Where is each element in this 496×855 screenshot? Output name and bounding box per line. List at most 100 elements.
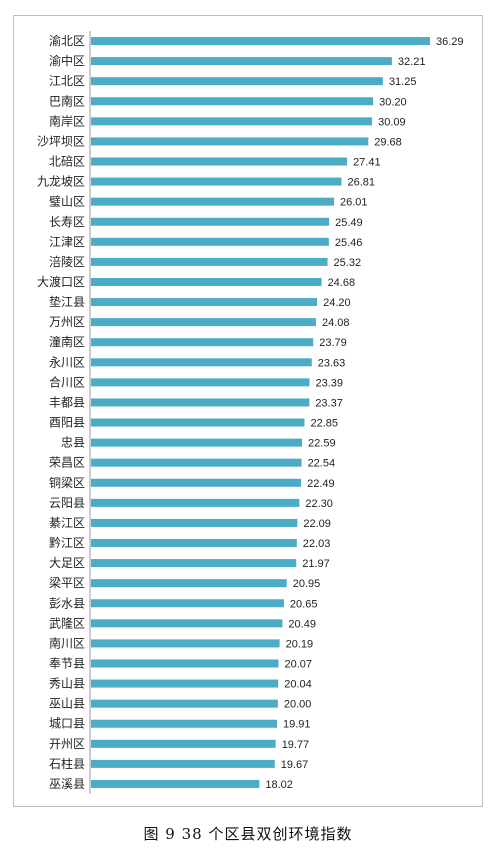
category-label: 合川区 <box>49 374 85 389</box>
value-label: 29.68 <box>374 136 402 148</box>
category-label: 荣昌区 <box>49 456 85 470</box>
value-label: 22.30 <box>305 498 333 510</box>
category-label: 城口县 <box>49 717 85 731</box>
bar <box>91 759 275 768</box>
category-label: 丰都县 <box>49 395 85 409</box>
category-label: 江津区 <box>49 235 85 249</box>
bar <box>91 157 348 166</box>
category-label: 巴南区 <box>49 93 85 108</box>
bar <box>91 77 383 86</box>
bar <box>91 639 280 648</box>
value-label: 20.65 <box>290 598 318 610</box>
bar <box>91 338 314 347</box>
category-label: 渝中区 <box>49 53 85 68</box>
value-label: 20.19 <box>286 638 314 650</box>
value-label: 25.46 <box>335 237 363 249</box>
bar-chart: 渝北区 36.29 渝中区 32.21 江北区 31.25 巴南区 30.20 南岸区 30.09… <box>37 31 464 794</box>
value-label: 20.00 <box>284 699 312 711</box>
bar <box>91 137 369 146</box>
bar <box>91 217 330 226</box>
value-label: 30.20 <box>379 96 407 108</box>
category-label: 南岸区 <box>49 113 85 128</box>
bar <box>91 277 322 286</box>
value-label: 23.39 <box>316 377 344 389</box>
bar <box>91 779 260 788</box>
value-label: 22.03 <box>303 538 331 550</box>
value-label: 19.77 <box>282 739 310 751</box>
value-label: 24.08 <box>322 317 350 329</box>
value-label: 24.20 <box>323 297 351 309</box>
value-label: 19.91 <box>283 719 311 731</box>
value-label: 25.32 <box>334 257 362 269</box>
value-label: 25.49 <box>335 217 363 229</box>
category-label: 彭水县 <box>49 596 85 610</box>
bar <box>91 177 342 186</box>
bar <box>91 57 392 66</box>
category-label: 南川区 <box>49 635 85 650</box>
bar <box>91 498 300 507</box>
category-label: 九龙坡区 <box>37 175 85 189</box>
bar <box>91 458 302 467</box>
value-label: 27.41 <box>353 157 381 169</box>
category-label: 潼南区 <box>49 334 85 349</box>
value-label: 30.09 <box>378 116 406 128</box>
category-label: 石柱县 <box>49 756 85 771</box>
value-label: 31.25 <box>389 76 417 88</box>
category-label: 涪陵区 <box>49 254 85 269</box>
bar <box>91 518 298 527</box>
value-label: 23.79 <box>319 337 347 349</box>
bar <box>91 699 278 708</box>
bars-group: 渝北区 36.29 渝中区 32.21 江北区 31.25 巴南区 30.20 南岸区 30.09… <box>37 33 464 791</box>
category-label: 大渡口区 <box>37 274 85 289</box>
category-label: 万州区 <box>49 315 85 329</box>
bar <box>91 398 310 407</box>
category-label: 永川区 <box>49 355 85 369</box>
category-label: 奉节县 <box>49 656 85 670</box>
bar <box>91 378 310 387</box>
value-label: 22.49 <box>307 478 335 490</box>
value-label: 20.07 <box>284 658 312 670</box>
chart-frame: 渝北区 36.29 渝中区 32.21 江北区 31.25 巴南区 30.20 南岸区 30.09… <box>13 15 483 807</box>
category-label: 长寿区 <box>49 215 85 229</box>
category-label: 綦江区 <box>49 516 85 530</box>
bar <box>91 679 279 688</box>
value-label: 23.63 <box>318 357 346 369</box>
category-label: 黔江区 <box>49 535 85 550</box>
category-label: 酉阳县 <box>49 416 85 430</box>
value-label: 26.81 <box>347 177 375 189</box>
bar <box>91 237 329 246</box>
bar <box>91 358 312 367</box>
category-label: 垫江县 <box>49 294 85 309</box>
bar <box>91 117 373 126</box>
bar <box>91 257 328 266</box>
category-label: 武隆区 <box>49 615 85 630</box>
category-label: 沙坪坝区 <box>37 134 85 148</box>
category-label: 铜梁区 <box>49 475 85 490</box>
category-label: 忠县 <box>61 436 85 450</box>
value-label: 36.29 <box>436 36 464 48</box>
bar <box>91 559 297 568</box>
value-label: 22.54 <box>308 458 336 470</box>
value-label: 32.21 <box>398 56 426 68</box>
value-label: 20.49 <box>288 618 316 630</box>
category-label: 大足区 <box>49 556 85 570</box>
category-label: 璧山区 <box>49 194 85 209</box>
value-label: 20.04 <box>284 679 312 691</box>
bar <box>91 619 283 628</box>
category-label: 巫山县 <box>49 697 85 711</box>
value-label: 18.02 <box>265 779 293 791</box>
value-label: 20.95 <box>293 578 321 590</box>
category-label: 北碚区 <box>49 154 85 169</box>
value-label: 19.67 <box>281 759 309 771</box>
bar <box>91 37 431 46</box>
category-label: 秀山县 <box>49 677 85 691</box>
bar <box>91 659 279 668</box>
value-label: 22.59 <box>308 438 336 450</box>
category-label: 渝北区 <box>49 33 85 48</box>
bar <box>91 539 297 548</box>
bar <box>91 739 276 748</box>
category-label: 江北区 <box>49 74 85 88</box>
category-label: 梁平区 <box>49 575 85 590</box>
bar <box>91 418 305 427</box>
value-label: 21.97 <box>302 558 330 570</box>
